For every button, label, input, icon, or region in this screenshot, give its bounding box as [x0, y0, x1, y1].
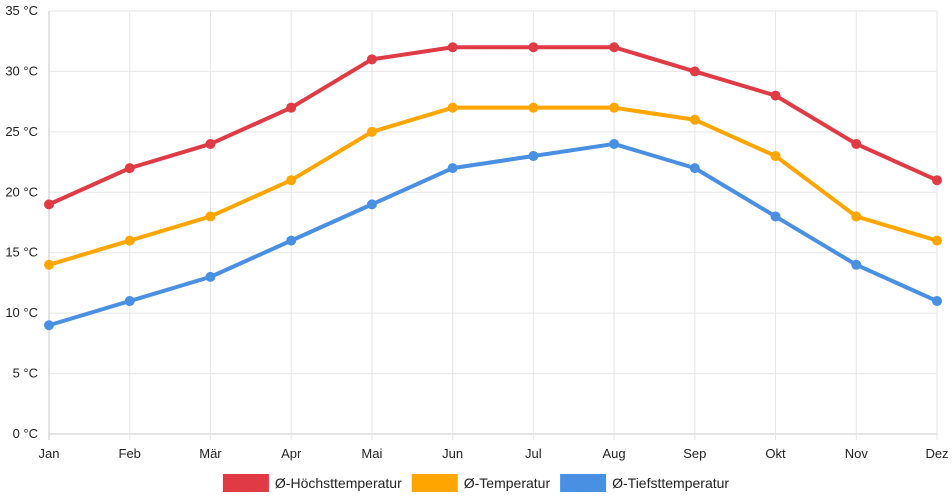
data-point[interactable] [932, 235, 942, 246]
y-tick-label: 15 °C [5, 245, 38, 260]
y-tick-label: 0 °C [13, 426, 38, 441]
y-tick-label: 20 °C [5, 184, 38, 199]
data-point[interactable] [205, 271, 216, 282]
x-tick-label: Jul [525, 446, 542, 461]
chart-grid [48, 10, 938, 440]
data-point[interactable] [689, 66, 700, 77]
chart-legend[interactable]: Ø-Höchsttemperatur Ø-Temperatur Ø-Tiefstte… [222, 474, 729, 492]
data-point[interactable] [689, 114, 700, 125]
x-tick-label: Apr [281, 446, 302, 461]
data-point[interactable] [124, 296, 135, 307]
x-tick-label: Nov [845, 446, 869, 461]
data-point[interactable] [205, 138, 216, 149]
data-point[interactable] [447, 163, 458, 174]
x-tick-label: Mär [199, 446, 222, 461]
series-line [47, 105, 939, 267]
data-point[interactable] [286, 175, 297, 186]
series-2 [44, 102, 942, 270]
data-point[interactable] [528, 42, 539, 53]
legend-item[interactable]: Ø-Temperatur [411, 474, 551, 492]
x-tick-label: Okt [765, 446, 786, 461]
x-tick-label: Dez [925, 446, 948, 461]
data-point[interactable] [44, 259, 54, 270]
data-point[interactable] [689, 163, 700, 174]
legend-item[interactable]: Ø-Höchsttemperatur [222, 474, 402, 492]
x-tick-label: Mai [361, 446, 382, 461]
data-point[interactable] [770, 211, 781, 222]
x-tick-label: Jun [442, 446, 463, 461]
legend-label: Ø-Tiefsttemperatur [612, 475, 729, 491]
data-point[interactable] [205, 211, 216, 222]
data-point[interactable] [851, 211, 862, 222]
data-point[interactable] [770, 151, 781, 162]
data-point[interactable] [366, 54, 377, 65]
legend-swatch [560, 474, 607, 492]
legend-label: Ø-Höchsttemperatur [275, 475, 402, 491]
data-point[interactable] [447, 102, 458, 113]
data-point[interactable] [528, 151, 539, 162]
data-point[interactable] [609, 138, 620, 149]
data-point[interactable] [124, 235, 135, 246]
data-point[interactable] [932, 175, 942, 186]
x-tick-label: Sep [683, 446, 706, 461]
data-point[interactable] [528, 102, 539, 113]
data-point[interactable] [447, 42, 458, 53]
data-point[interactable] [366, 199, 377, 210]
data-point[interactable] [286, 235, 297, 246]
y-tick-label: 35 °C [5, 3, 38, 18]
y-tick-label: 10 °C [5, 305, 38, 320]
legend-swatch [222, 474, 269, 492]
data-point[interactable] [44, 320, 54, 331]
series-line [47, 45, 939, 207]
data-point[interactable] [932, 296, 942, 307]
x-tick-label: Aug [603, 446, 626, 461]
series-line [47, 141, 939, 328]
data-point[interactable] [366, 126, 377, 137]
y-axis: 0 °C 5 °C 10 °C 15 °C 20 °C 25 °C 30 °C 35 °C [5, 3, 38, 441]
chart-series [44, 42, 942, 331]
y-tick-label: 30 °C [5, 63, 38, 78]
x-tick-label: Jan [39, 446, 60, 461]
x-axis: Jan Feb Mär Apr Mai Jun Jul Aug Sep Okt Nov Dez [39, 446, 949, 461]
data-point[interactable] [124, 163, 135, 174]
data-point[interactable] [770, 90, 781, 101]
data-point[interactable] [851, 138, 862, 149]
series-1 [44, 42, 942, 210]
legend-swatch [411, 474, 458, 492]
data-point[interactable] [286, 102, 297, 113]
x-tick-label: Feb [119, 446, 141, 461]
data-point[interactable] [44, 199, 54, 210]
data-point[interactable] [609, 102, 620, 113]
data-point[interactable] [851, 259, 862, 270]
y-tick-label: 25 °C [5, 124, 38, 139]
legend-label: Ø-Temperatur [464, 475, 551, 491]
legend-item[interactable]: Ø-Tiefsttemperatur [560, 474, 729, 492]
data-point[interactable] [609, 42, 620, 53]
y-tick-label: 5 °C [13, 366, 38, 381]
series-3 [44, 138, 942, 331]
